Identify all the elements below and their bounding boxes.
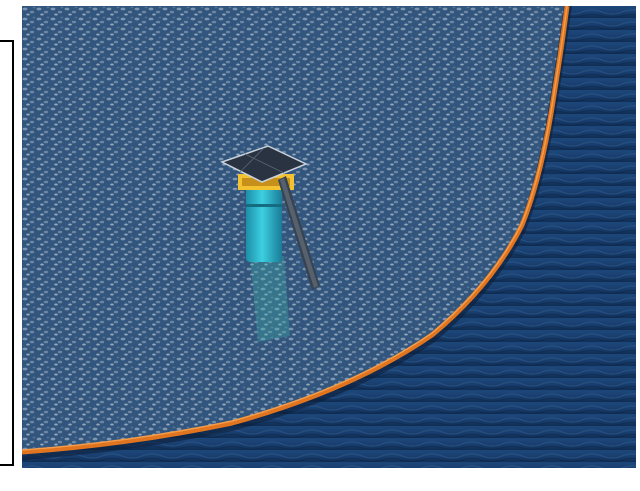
- left-bracket-line: [12, 40, 14, 466]
- left-bracket-bottom: [0, 464, 14, 466]
- solar-panel: [220, 145, 308, 183]
- underwater-reflection: [250, 256, 290, 342]
- buoy-platform: [220, 145, 308, 262]
- photo-scene: [22, 6, 636, 468]
- left-bracket-top: [0, 40, 14, 42]
- ocean-cleanup-photo: [22, 6, 636, 468]
